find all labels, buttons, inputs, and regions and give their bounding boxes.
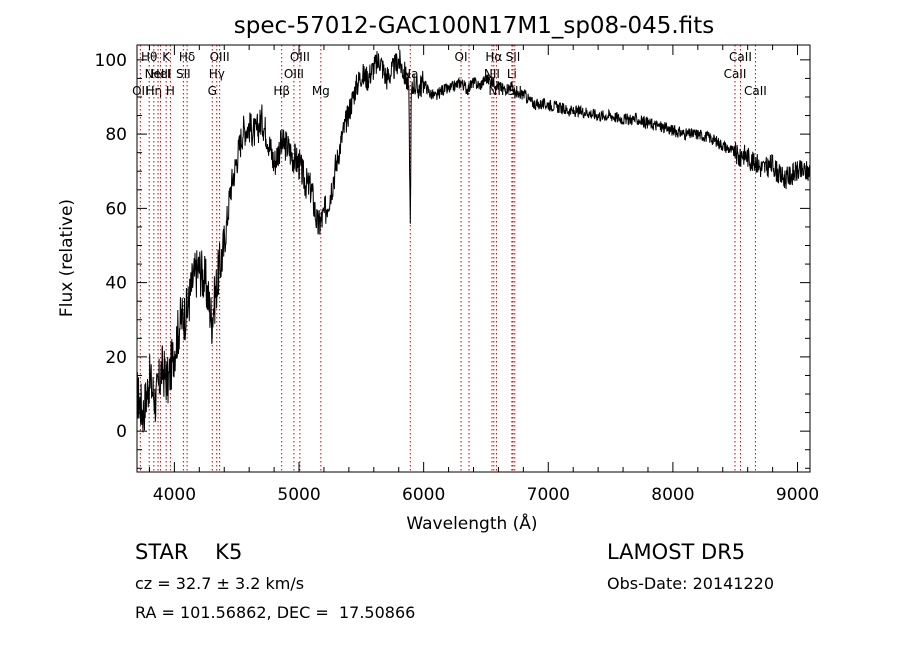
- redshift-velocity-label: cz = 32.7 ± 3.2 km/s: [135, 574, 305, 593]
- y-tick-label-2: 40: [105, 274, 127, 294]
- line-marker-label-14: OIII: [290, 50, 310, 64]
- y-axis-label: Flux (relative): [57, 199, 77, 317]
- y-tick-label-5: 100: [95, 51, 127, 71]
- y-tick-label-3: 60: [105, 199, 127, 219]
- survey-label: LAMOST DR5: [607, 540, 746, 564]
- x-tick-label-3: 7000: [527, 485, 570, 505]
- line-marker-label-1: Hθ: [141, 50, 157, 64]
- line-marker-label-22: Li: [507, 67, 517, 81]
- line-marker-label-5: K: [162, 50, 171, 64]
- line-marker-label-15: Mg: [312, 84, 330, 98]
- line-marker-label-0: OII: [132, 84, 149, 98]
- y-tick-label-1: 20: [105, 348, 127, 368]
- line-marker-label-9: G: [208, 84, 217, 98]
- spectral-line-markers: OIIHθHηNeIIIHeIKHSIIHδGHγOIIIHβOIIIOIIIM…: [132, 45, 767, 472]
- x-tick-label-2: 6000: [402, 485, 445, 505]
- line-marker-label-13: OIII: [284, 67, 304, 81]
- line-marker-label-4: HeI: [151, 67, 171, 81]
- line-marker-label-26: CaII: [729, 50, 752, 64]
- line-marker-label-20: Hα: [485, 50, 502, 64]
- line-marker-label-23: SII: [506, 50, 521, 64]
- plot-frame: [136, 44, 811, 473]
- line-marker-label-6: H: [166, 84, 175, 98]
- line-marker-label-11: OIII: [210, 50, 230, 64]
- line-marker-label-2: Hη: [146, 84, 163, 98]
- y-tick-label-4: 80: [105, 125, 127, 145]
- line-marker-label-8: Hδ: [179, 50, 195, 64]
- spectrum-line-0: [136, 49, 811, 433]
- y-tick-label-0: 0: [116, 422, 127, 442]
- line-marker-label-7: SII: [176, 67, 191, 81]
- x-axis-label: Wavelength (Å): [406, 512, 537, 534]
- chart-title: spec-57012-GAC100N17M1_sp08-045.fits: [234, 13, 714, 39]
- object-class-label: STAR K5: [135, 540, 243, 564]
- x-tick-label-1: 5000: [277, 485, 320, 505]
- x-tick-label-4: 8000: [651, 485, 694, 505]
- line-marker-label-12: Hβ: [273, 84, 290, 98]
- x-tick-label-5: 9000: [776, 485, 819, 505]
- spectrum-series: [136, 49, 811, 433]
- line-marker-label-3: NeIII: [145, 67, 172, 81]
- line-marker-label-10: Hγ: [209, 67, 225, 81]
- axes: 4000 5000 6000 7000 8000 9000 0 20 40 60 80 100: [95, 44, 819, 505]
- ra-dec-label: RA = 101.56862, DEC = 17.50866: [135, 603, 416, 622]
- obs-date-label: Obs-Date: 20141220: [607, 574, 775, 593]
- line-marker-label-17: OI: [455, 50, 468, 64]
- x-tick-label-0: 4000: [153, 485, 196, 505]
- line-marker-label-27: CaII: [744, 84, 767, 98]
- line-marker-label-25: CaII: [724, 67, 747, 81]
